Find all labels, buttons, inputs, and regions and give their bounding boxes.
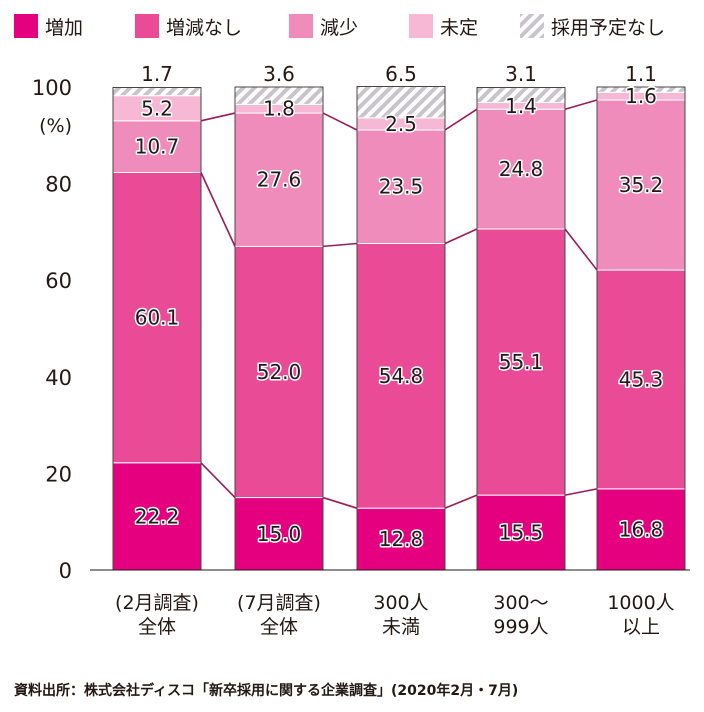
bar-segment-4-2 — [596, 99, 686, 271]
y-tick-label: 100 — [32, 76, 72, 100]
bar-segment-4-0 — [596, 488, 686, 571]
connector-line-3-1 — [322, 112, 358, 131]
x-category-label-2-0: 300人 — [373, 592, 428, 614]
data-label-top-1: 3.6 — [263, 62, 295, 86]
data-label-3-2: 24.8 — [499, 157, 544, 181]
data-label-4-1: 45.3 — [619, 367, 664, 391]
legend-swatch-3 — [409, 14, 433, 38]
data-label-0-2: 10.7 — [135, 135, 180, 159]
x-category-label-4-1: 以上 — [622, 616, 660, 638]
connector-line-1-1 — [322, 496, 358, 509]
bar-segment-3-0 — [476, 494, 566, 571]
data-label-1-3: 1.8 — [263, 97, 295, 121]
bar-segment-0-1 — [112, 171, 202, 464]
x-category-label-0-1: 全体 — [138, 616, 176, 638]
legend-swatch-1 — [135, 14, 159, 38]
data-label-1-1: 52.0 — [257, 360, 302, 384]
x-category-label-1-0: (7月調査) — [237, 592, 321, 614]
data-label-3-3: 1.4 — [505, 94, 537, 118]
bar-segment-2-1 — [356, 242, 446, 509]
legend-label-4: 採用予定なし — [551, 17, 665, 39]
connector-line-1-3 — [564, 488, 598, 496]
connector-line-2-3 — [564, 228, 598, 271]
legend-label-2: 減少 — [320, 17, 358, 39]
data-label-4-2: 35.2 — [619, 173, 664, 197]
source-note: 資料出所：株式会社ディスコ「新卒採用に関する企業調査」(2020年2月・7月) — [14, 682, 518, 699]
data-label-1-0: 15.0 — [257, 522, 302, 546]
data-label-0-1: 60.1 — [135, 306, 180, 330]
x-category-label-3-1: 999人 — [493, 616, 548, 638]
data-label-top-0: 1.7 — [141, 62, 173, 86]
connector-line-1-2 — [444, 494, 478, 509]
connector-line-2-0 — [200, 172, 236, 247]
y-tick-label: 40 — [45, 366, 72, 390]
bar-segment-4-1 — [596, 269, 686, 490]
x-category-label-2-1: 未満 — [382, 616, 420, 638]
legend-label-3: 未定 — [440, 17, 478, 39]
bar-segment-0-0 — [112, 462, 202, 571]
y-tick-label: 20 — [45, 462, 72, 486]
legend-label-0: 増加 — [45, 17, 83, 39]
legend-swatch-2 — [289, 14, 313, 38]
y-tick-label: 80 — [45, 173, 72, 197]
data-label-4-3: 1.6 — [625, 84, 657, 108]
bar-segment-2-2 — [356, 129, 446, 244]
data-labels: 22.2 60.1 10.7 5.2 1.7 15.0 52.0 27.6 1.8 3.6 12.8… — [133, 62, 665, 553]
bar-segment-3-2 — [476, 108, 566, 230]
connector-line-2-1 — [322, 242, 358, 248]
connector-lines — [200, 99, 598, 509]
data-label-4-0: 16.8 — [619, 517, 664, 541]
legend-label-1: 増減なし — [166, 17, 242, 39]
connector-line-3-3 — [564, 99, 598, 110]
legend-swatch-4 — [520, 14, 544, 38]
y-unit-label: (%) — [39, 115, 72, 137]
x-category-label-3-0: 300〜 — [493, 592, 548, 614]
legend: 増加 増減なし 減少 未定 採用予定なし — [14, 14, 665, 39]
data-label-2-2: 23.5 — [379, 175, 424, 199]
x-category-label-0-0: (2月調査) — [115, 592, 199, 614]
y-axis: 0 20 40 60 80 100 (%) — [32, 76, 72, 583]
y-tick-label: 0 — [59, 559, 72, 583]
data-label-0-0: 22.2 — [135, 504, 180, 528]
bars — [112, 86, 686, 571]
x-category-label-1-1: 全体 — [260, 616, 298, 638]
data-label-3-0: 15.5 — [499, 521, 544, 545]
x-category-label-4-0: 1000人 — [607, 592, 674, 614]
data-label-3-1: 55.1 — [499, 350, 544, 374]
data-label-1-2: 27.6 — [257, 168, 302, 192]
data-label-2-3: 2.5 — [385, 112, 417, 136]
bar-segment-1-1 — [234, 245, 324, 499]
data-label-0-3: 5.2 — [141, 96, 173, 120]
legend-swatch-0 — [14, 14, 38, 38]
connector-line-3-2 — [444, 108, 478, 131]
connector-line-2-2 — [444, 228, 478, 245]
data-label-top-2: 6.5 — [385, 62, 417, 86]
connector-line-3-0 — [200, 112, 236, 122]
data-label-2-0: 12.8 — [379, 527, 424, 551]
y-tick-label: 60 — [45, 269, 72, 293]
connector-line-1-0 — [200, 462, 236, 499]
bar-segment-0-4 — [112, 86, 202, 97]
data-label-top-3: 3.1 — [505, 62, 537, 86]
data-label-top-4: 1.1 — [625, 62, 657, 86]
data-label-2-1: 54.8 — [379, 364, 424, 388]
bar-segment-3-1 — [476, 228, 566, 496]
